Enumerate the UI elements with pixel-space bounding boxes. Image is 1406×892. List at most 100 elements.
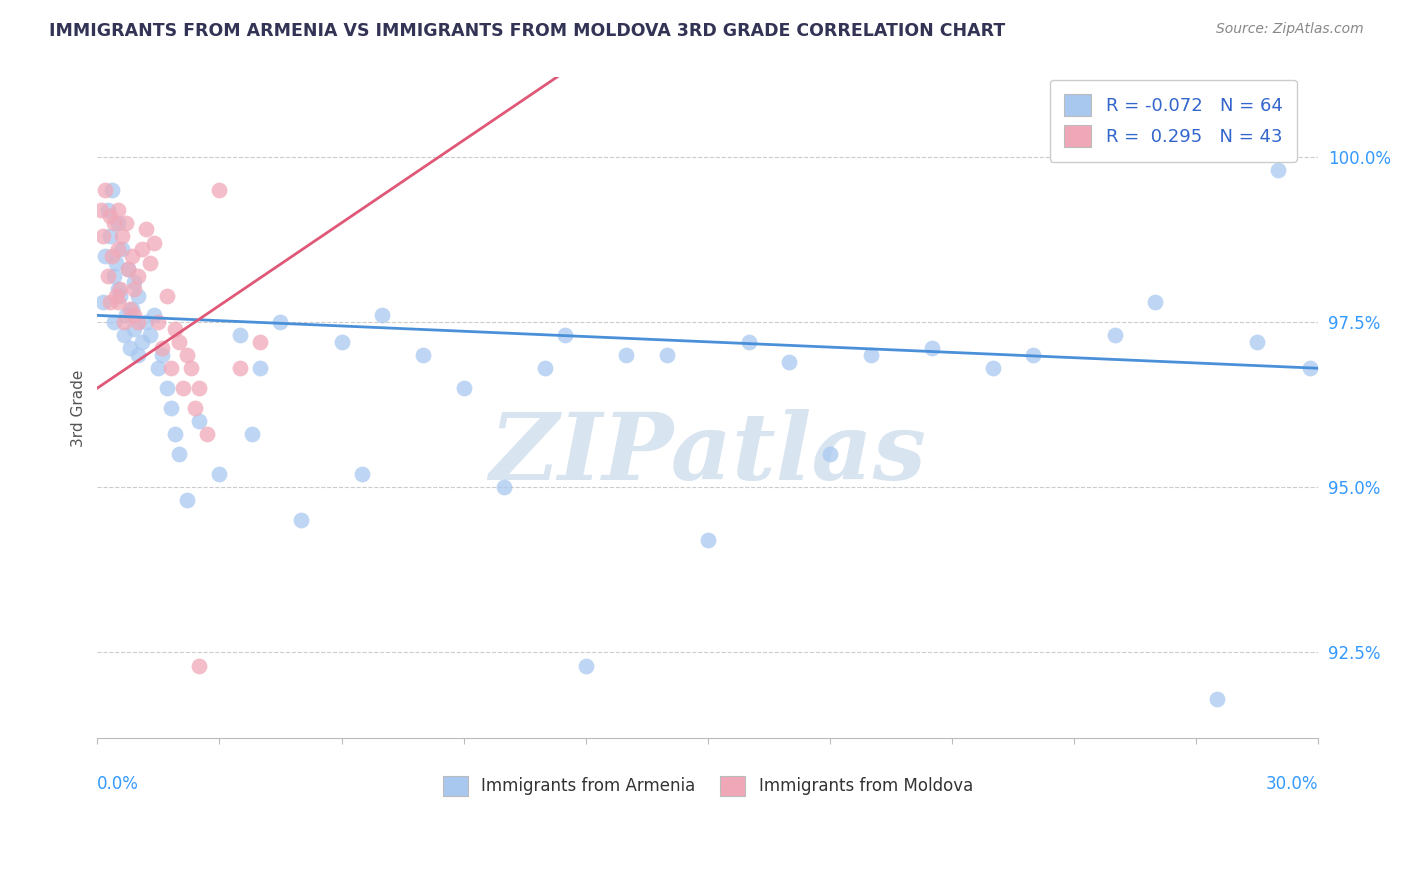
Point	[616, 348, 638, 362]
Point	[111, 242, 134, 256]
Point	[1299, 361, 1322, 376]
Point	[117, 262, 139, 277]
Point	[152, 342, 174, 356]
Point	[371, 309, 394, 323]
Point	[180, 361, 202, 376]
Point	[104, 288, 127, 302]
Point	[118, 342, 141, 356]
Point	[655, 348, 678, 362]
Text: ZIPatlas: ZIPatlas	[489, 409, 927, 500]
Point	[94, 249, 117, 263]
Point	[131, 242, 153, 256]
Point	[122, 309, 145, 323]
Point	[172, 381, 194, 395]
Point	[148, 315, 170, 329]
Point	[494, 480, 516, 494]
Point	[100, 183, 122, 197]
Point	[1022, 348, 1045, 362]
Point	[121, 249, 143, 263]
Point	[412, 348, 434, 362]
Point	[167, 334, 190, 349]
Point	[122, 276, 145, 290]
Point	[290, 513, 312, 527]
Point	[148, 361, 170, 376]
Point	[103, 216, 125, 230]
Point	[115, 309, 138, 323]
Point	[818, 447, 841, 461]
Point	[737, 334, 759, 349]
Point	[122, 282, 145, 296]
Point	[269, 315, 291, 329]
Point	[135, 315, 157, 329]
Point	[131, 334, 153, 349]
Point	[188, 381, 211, 395]
Point	[1144, 295, 1167, 310]
Point	[112, 328, 135, 343]
Point	[350, 467, 373, 481]
Point	[249, 361, 271, 376]
Point	[122, 321, 145, 335]
Point	[103, 268, 125, 283]
Point	[152, 348, 174, 362]
Point	[188, 414, 211, 428]
Point	[534, 361, 557, 376]
Point	[143, 309, 166, 323]
Point	[240, 427, 263, 442]
Point	[94, 183, 117, 197]
Point	[90, 202, 112, 217]
Point	[93, 229, 115, 244]
Point	[778, 354, 800, 368]
Point	[103, 315, 125, 329]
Point	[229, 361, 252, 376]
Point	[127, 268, 149, 283]
Point	[696, 533, 718, 548]
Point	[139, 328, 162, 343]
Point	[981, 361, 1004, 376]
Point	[111, 229, 134, 244]
Point	[176, 493, 198, 508]
Point	[176, 348, 198, 362]
Point	[208, 183, 231, 197]
Point	[127, 288, 149, 302]
Point	[107, 242, 129, 256]
Point	[96, 202, 118, 217]
Point	[167, 447, 190, 461]
Point	[453, 381, 475, 395]
Point	[184, 401, 207, 415]
Point	[115, 216, 138, 230]
Point	[117, 262, 139, 277]
Point	[921, 342, 943, 356]
Point	[98, 229, 121, 244]
Point	[159, 361, 181, 376]
Point	[208, 467, 231, 481]
Point	[127, 348, 149, 362]
Point	[108, 282, 131, 296]
Point	[118, 301, 141, 316]
Point	[143, 235, 166, 250]
Point	[98, 295, 121, 310]
Point	[93, 295, 115, 310]
Point	[98, 209, 121, 223]
Point	[96, 268, 118, 283]
Point	[163, 427, 186, 442]
Point	[121, 301, 143, 316]
Point	[249, 334, 271, 349]
Y-axis label: 3rd Grade: 3rd Grade	[72, 369, 86, 447]
Point	[135, 222, 157, 236]
Point	[107, 295, 129, 310]
Point	[112, 315, 135, 329]
Point	[104, 255, 127, 269]
Point	[554, 328, 576, 343]
Point	[229, 328, 252, 343]
Point	[107, 216, 129, 230]
Point	[1246, 334, 1268, 349]
Text: 30.0%: 30.0%	[1265, 775, 1319, 793]
Point	[155, 381, 177, 395]
Point	[108, 288, 131, 302]
Point	[1104, 328, 1126, 343]
Point	[1267, 163, 1289, 178]
Point	[127, 315, 149, 329]
Point	[188, 658, 211, 673]
Point	[1205, 691, 1227, 706]
Point	[100, 249, 122, 263]
